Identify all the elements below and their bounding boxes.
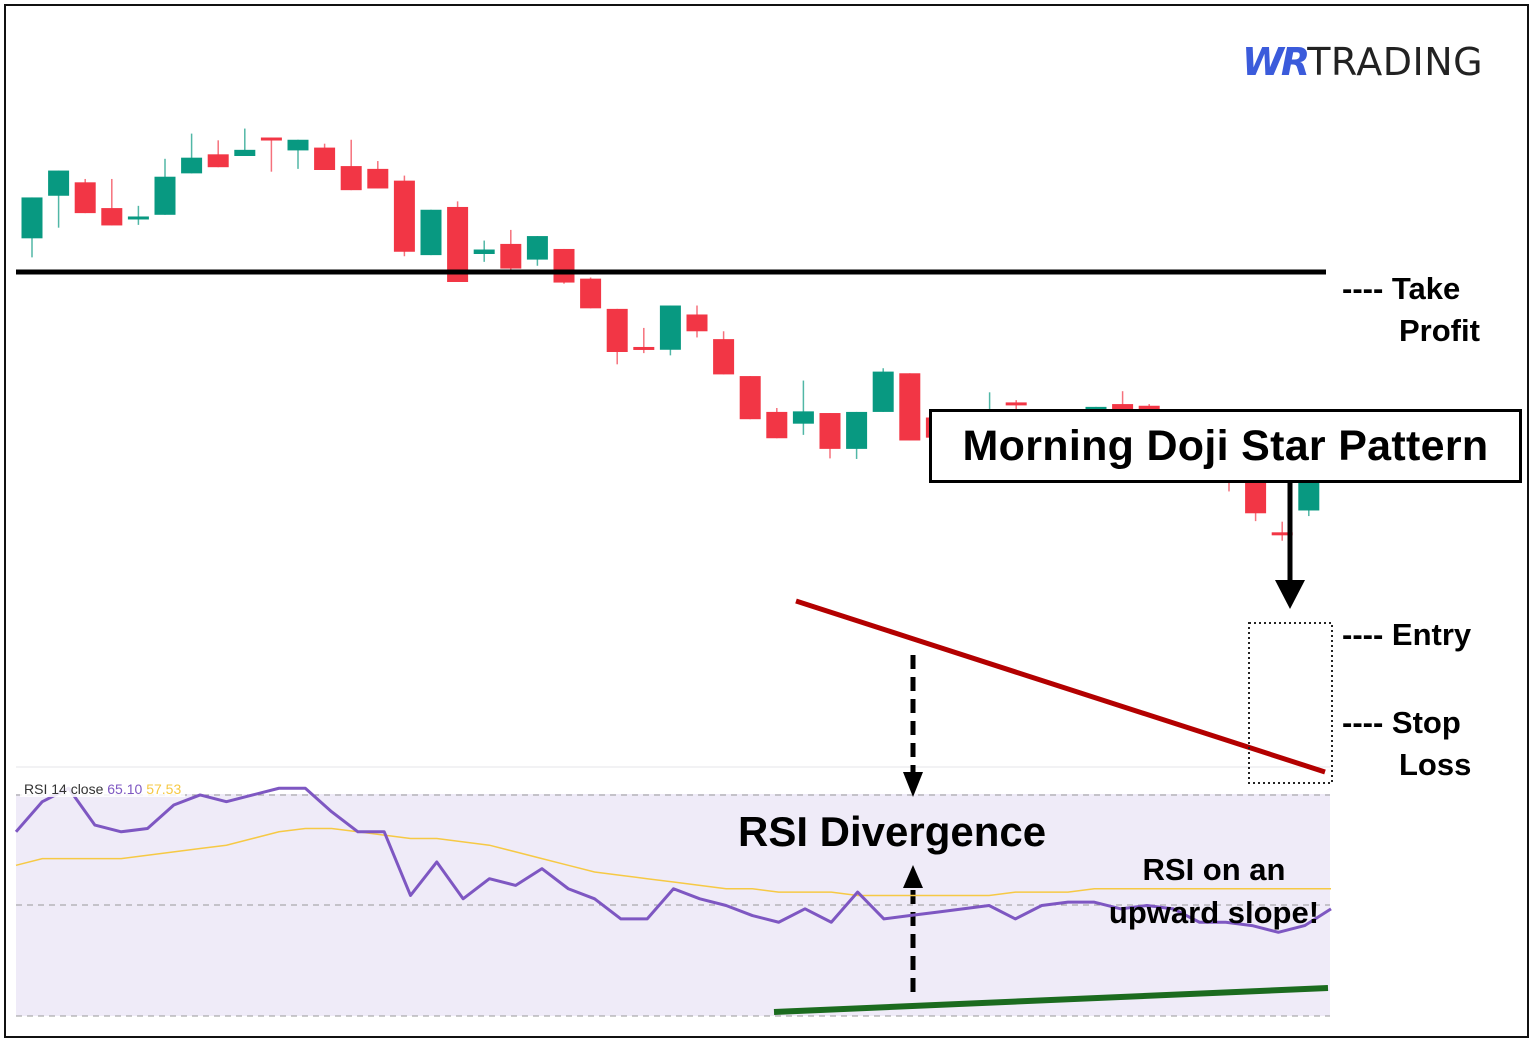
candle-body (580, 278, 602, 309)
stop-loss-label: ---- Stop Loss (1342, 702, 1471, 786)
rsi-note-line1: RSI on an (1142, 852, 1286, 887)
candle-body (659, 305, 681, 350)
rsi-slope-note: RSI on an upward slope! (1094, 848, 1334, 934)
take-profit-line1: ---- Take (1342, 271, 1461, 306)
candle-body (739, 376, 761, 420)
candle-body (1005, 402, 1027, 406)
stop-loss-line2: Loss (1399, 747, 1472, 782)
candle-body (287, 139, 309, 151)
rsi-line (14, 786, 1332, 934)
rsi-divergence-title: RSI Divergence (738, 808, 1047, 855)
candle-body (101, 208, 123, 226)
candle-body (553, 248, 575, 283)
candle-body (420, 209, 442, 256)
candle-body (48, 170, 70, 196)
candle-body (1112, 404, 1134, 410)
candle-body (447, 206, 469, 282)
candle-body (74, 182, 96, 214)
candle-body (181, 157, 203, 174)
candle-body (340, 166, 362, 191)
pattern-callout: Morning Doji Star Pattern (929, 409, 1522, 483)
candle-body (473, 249, 495, 254)
candle-body (713, 339, 735, 375)
entry-label: ---- Entry (1342, 617, 1472, 652)
candle-body (1298, 479, 1320, 511)
stop-loss-line1: ---- Stop (1342, 705, 1461, 740)
candle-body (393, 180, 415, 252)
down-arrow-icon (1275, 580, 1305, 609)
candle-body (872, 371, 894, 412)
candle-body (154, 176, 176, 215)
candle-body (766, 411, 788, 439)
rsi-note-line2: upward slope! (1108, 895, 1320, 930)
candle-body (606, 308, 628, 352)
candle-body (260, 137, 282, 141)
pattern-title: Morning Doji Star Pattern (962, 421, 1489, 470)
candle-body (127, 216, 149, 220)
take-profit-line2: Profit (1399, 313, 1480, 348)
price-support-trendline (795, 598, 1326, 775)
candle-body (846, 411, 868, 449)
up-arrow-icon (903, 865, 923, 888)
brand-logo: WRTRADING (1242, 40, 1483, 84)
candle-body (367, 168, 389, 189)
rsi-legend: RSI 14 close 65.10 57.53 (20, 781, 186, 797)
candle-body (234, 149, 256, 156)
rsi-legend-ma-value: 57.53 (146, 781, 182, 797)
rsi-ma-line (15, 827, 1331, 897)
candle-body (314, 147, 336, 170)
candle-body (899, 373, 921, 441)
candle-body (819, 413, 841, 449)
take-profit-label: ---- Take Profit (1342, 268, 1480, 352)
candle-body (633, 346, 655, 350)
candle-body (1271, 532, 1293, 536)
pattern-highlight-box (1248, 622, 1333, 784)
down-arrow-icon (903, 772, 923, 797)
rsi-legend-value: 65.10 (107, 781, 143, 797)
candle-body (686, 314, 708, 332)
candle-body (500, 243, 522, 269)
candle-body (207, 154, 229, 168)
brand-name: TRADING (1307, 40, 1484, 84)
rsi-rising-trendline (773, 985, 1329, 1015)
candle-body (526, 236, 548, 260)
candle-body (21, 197, 43, 239)
brand-prefix: WR (1242, 40, 1310, 84)
rsi-legend-label: RSI 14 close (24, 781, 104, 797)
candle-body (792, 411, 814, 424)
